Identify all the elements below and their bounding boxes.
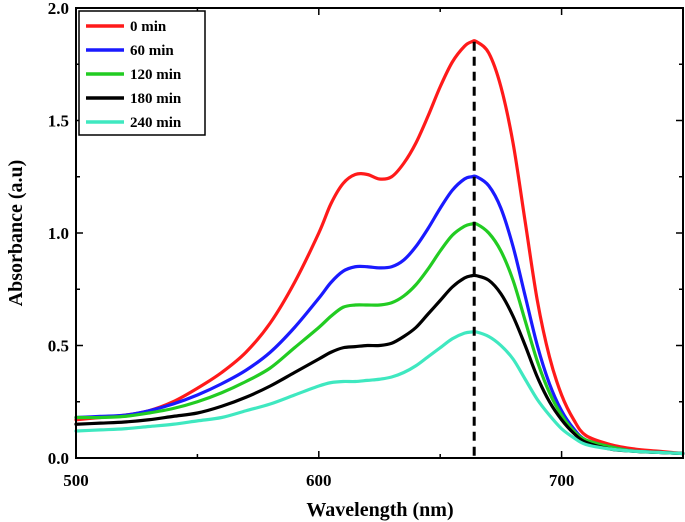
y-tick-label: 0.5 (48, 337, 69, 356)
axis-ticks (75, 7, 684, 459)
y-tick-label: 1.0 (48, 224, 69, 243)
series-line-120-min (74, 221, 685, 456)
legend-label: 0 min (130, 19, 167, 35)
x-tick-label: 500 (63, 471, 89, 490)
legend-label: 60 min (130, 43, 174, 59)
y-axis-title: Absorbance (a.u) (5, 160, 27, 307)
x-axis-title: Wavelength (nm) (306, 499, 453, 521)
series-line-60-min (74, 174, 685, 456)
x-tick-label: 600 (306, 471, 332, 490)
series-line-240-min (74, 330, 685, 456)
plot-lines (74, 39, 685, 456)
legend: 0 min 60 min 120 min 180 min 240 min (78, 10, 206, 136)
series-line-180-min (74, 273, 685, 456)
series-line-0-min (74, 39, 685, 456)
x-tick-label: 700 (549, 471, 575, 490)
y-tick-label: 0.0 (48, 449, 69, 468)
legend-label: 180 min (130, 91, 182, 107)
y-tick-label: 1.5 (48, 112, 69, 131)
legend-label: 240 min (130, 115, 182, 131)
y-tick-label: 2.0 (48, 0, 69, 18)
legend-label: 120 min (130, 67, 182, 83)
axis-tick-labels: 500 600 700 0.0 0.5 1.0 1.5 2.0 (48, 0, 575, 490)
